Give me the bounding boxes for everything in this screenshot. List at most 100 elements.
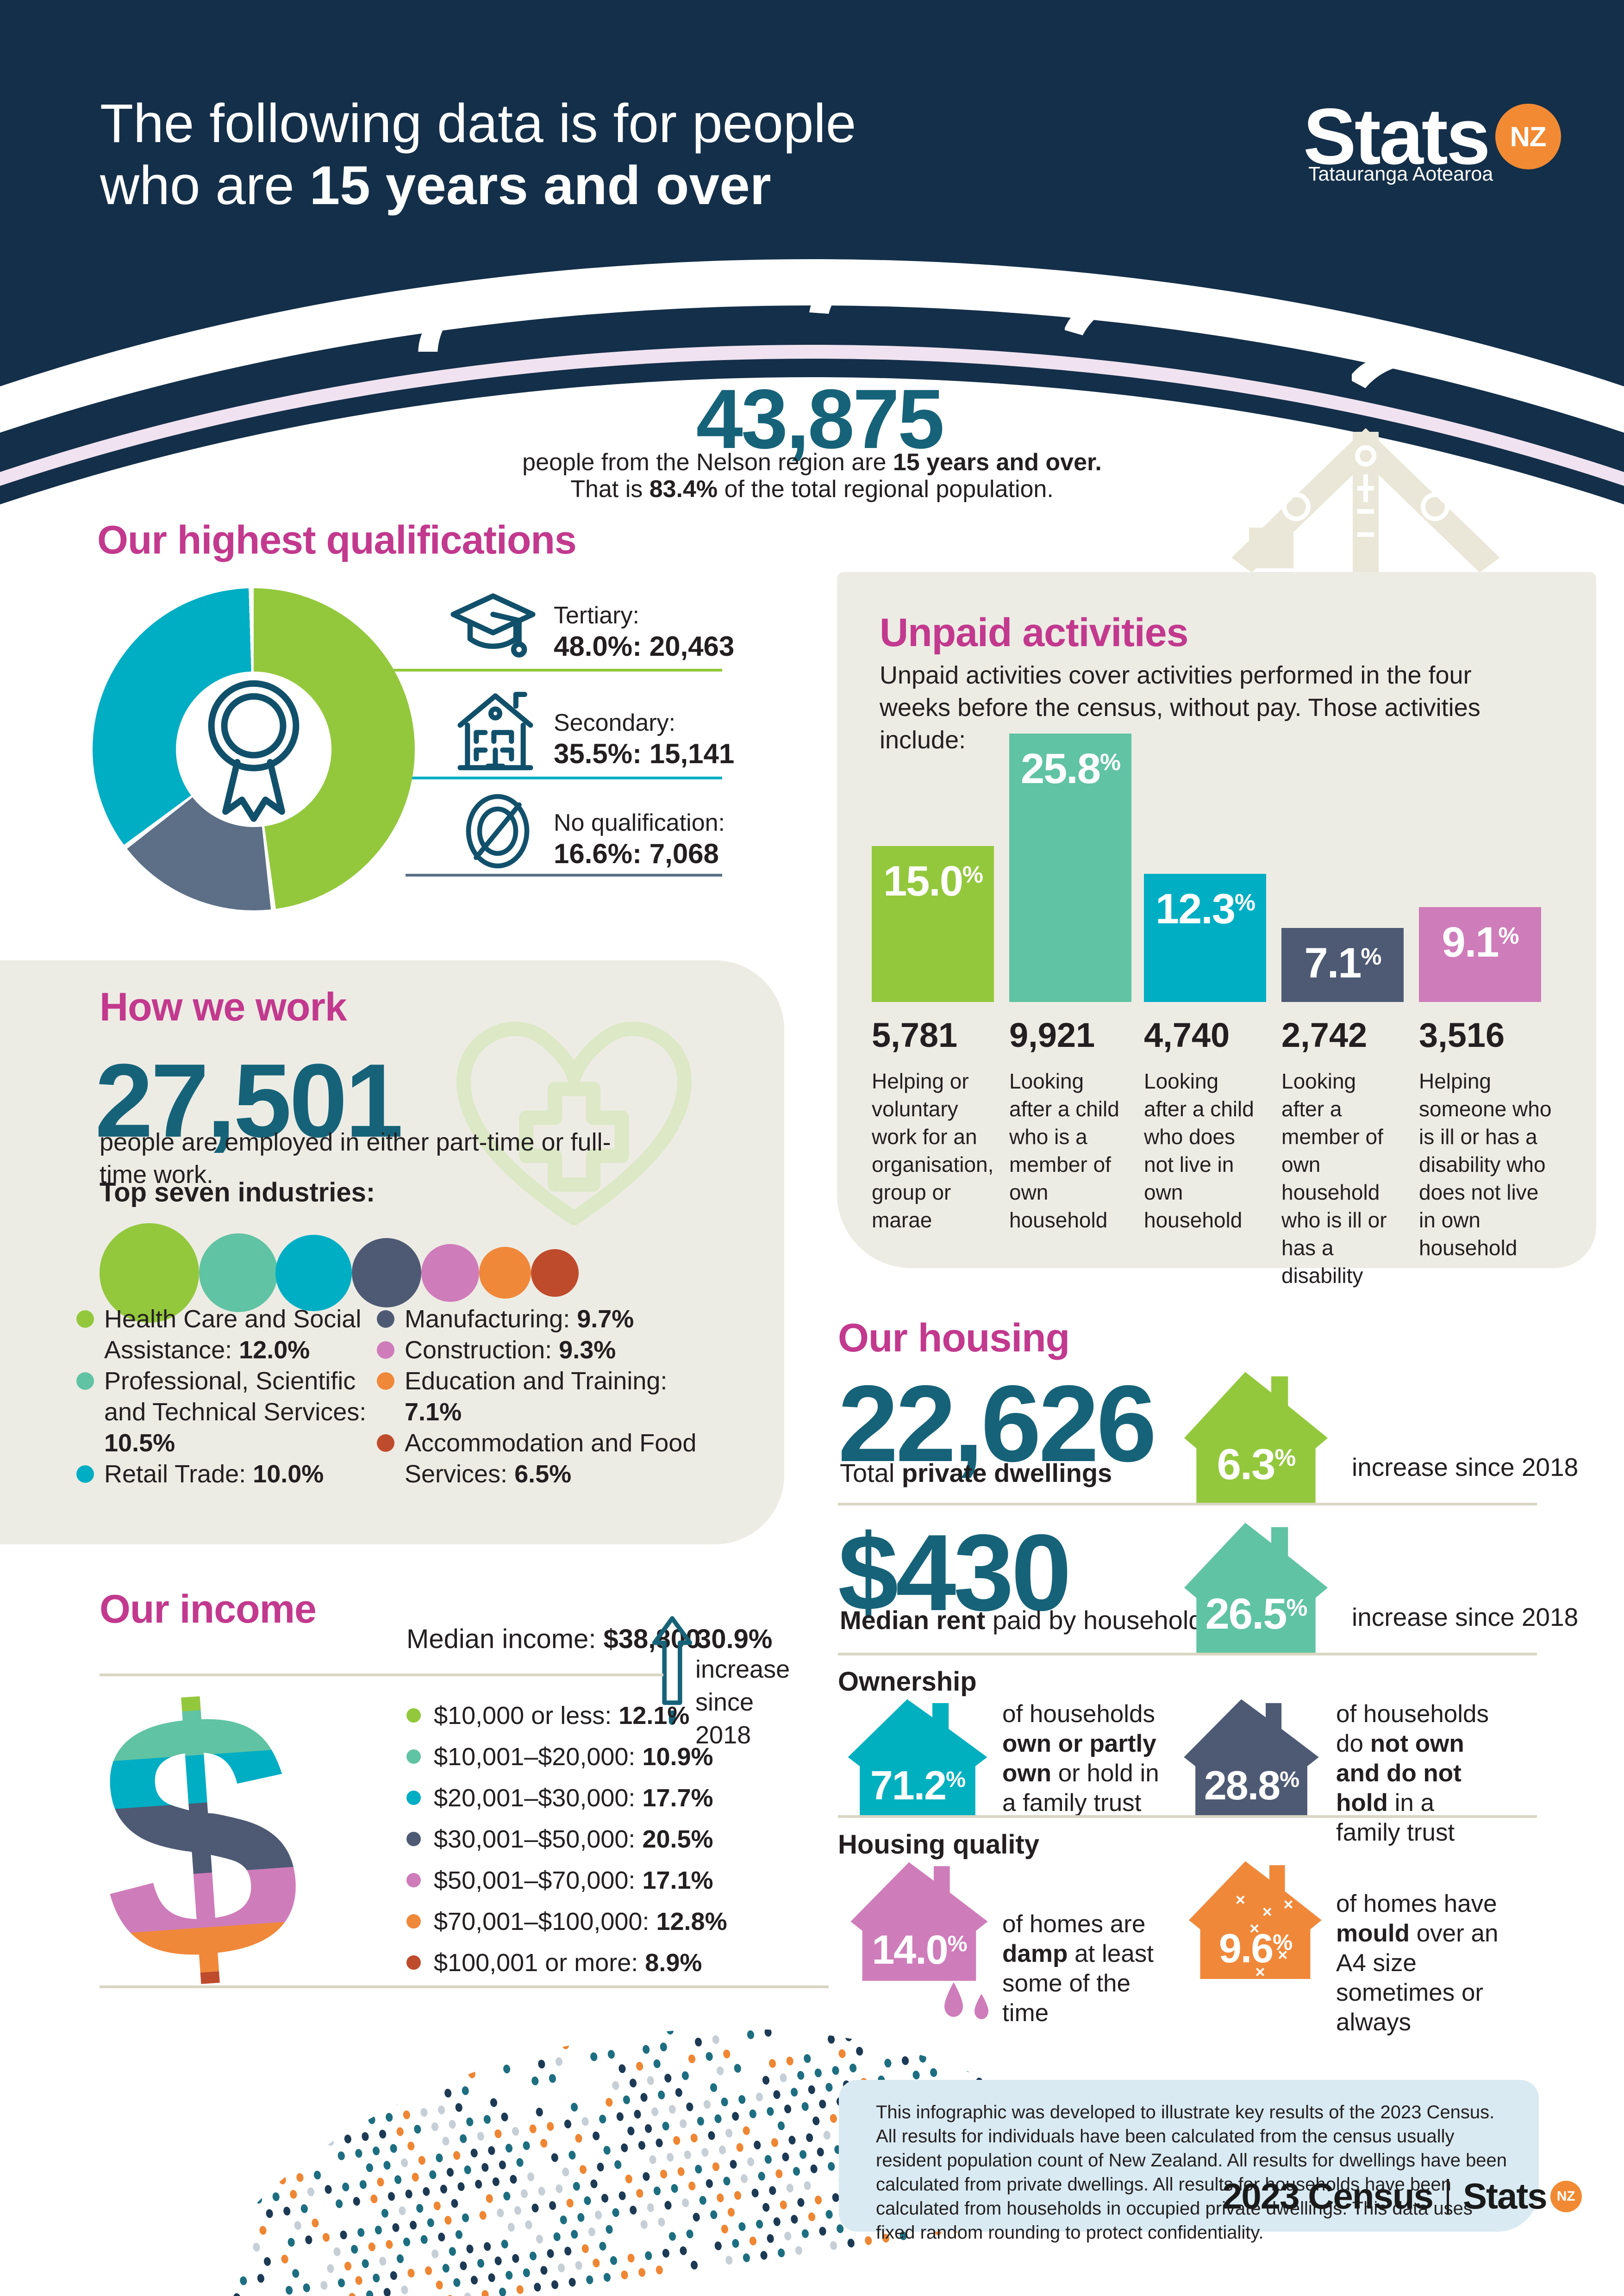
decor-dot (370, 2067, 378, 2077)
decor-dot (374, 2098, 382, 2108)
decor-dot (664, 2200, 672, 2210)
bracket-dot (406, 1791, 421, 1805)
decor-dot (999, 2058, 1007, 2068)
bar-category-label: Helping or voluntary work for an organis… (872, 1069, 994, 1232)
decor-dot (849, 2063, 857, 2073)
footer-nz-text: NZ (1556, 2188, 1575, 2204)
bar-value-label: 7.1% (1304, 940, 1382, 987)
decor-dot (252, 2242, 260, 2252)
decor-dot (790, 2215, 798, 2224)
logo-nz-text: NZ (1510, 121, 1547, 152)
decor-dot (816, 2020, 824, 2030)
decor-dot (559, 2215, 567, 2225)
decor-dot (995, 2027, 1003, 2036)
decor-dot (449, 2246, 456, 2256)
decor-dot (773, 2217, 781, 2227)
industry-bubble-retail (275, 1235, 352, 1311)
decor-dot (838, 2049, 846, 2059)
income-bracket-row: $50,001–$70,000: 17.1% (406, 1860, 727, 1901)
decor-dot (620, 2270, 628, 2280)
legend-dot (377, 1310, 394, 1328)
decor-dot (226, 2183, 234, 2192)
decor-dot (583, 2196, 591, 2206)
graduation-cap-icon (447, 591, 539, 670)
decor-dot (553, 2232, 561, 2241)
decor-dot (455, 2103, 462, 2112)
decor-dot (618, 2064, 626, 2073)
decor-dot (914, 2022, 922, 2032)
footer-nz-circle-icon: NZ (1550, 2180, 1582, 2212)
unpaid-description: Unpaid activities cover activities perfo… (880, 661, 1480, 754)
decor-dot (335, 2072, 343, 2082)
decor-dot (831, 2066, 839, 2075)
decor-dot (679, 2119, 687, 2128)
decor-dot (633, 2109, 641, 2119)
decor-dot (703, 2100, 711, 2109)
decor-dot (568, 2023, 576, 2033)
decor-dot (827, 2162, 835, 2172)
decor-dot (725, 2255, 733, 2265)
industry-bubble-construction (421, 1244, 479, 1302)
legend-label: Health Care and Social Assistance: 12.0% (104, 1305, 362, 1364)
legend-item: Manufacturing: 9.7% (377, 1304, 701, 1335)
decor-dot (590, 2052, 598, 2062)
legend-label: Professional, Scientific and Technical S… (104, 1367, 367, 1457)
decor-dot (546, 2122, 554, 2131)
decor-dot (435, 2153, 443, 2163)
decor-dot (549, 2073, 556, 2083)
decor-dot (836, 2224, 844, 2234)
decor-dot (893, 1993, 900, 2003)
dwellings-increase-pct: 6.3% (1217, 1439, 1296, 1488)
decor-dot (660, 2042, 668, 2052)
how-we-work-panel: How we work 27,501 people are employed i… (0, 960, 784, 1544)
decor-dot (564, 2246, 572, 2256)
decor-dot (590, 2179, 598, 2189)
increase-arrow-icon (652, 1616, 693, 1725)
decor-dot (385, 2112, 393, 2122)
decor-dot (901, 2056, 909, 2066)
decor-dot (481, 2163, 489, 2172)
damp-text: of homes are damp at least some of the t… (1002, 1910, 1154, 2027)
bracket-label: $100,001 or more: 8.9% (434, 1948, 702, 1977)
decor-dot (463, 2165, 471, 2175)
decor-dot (298, 2125, 306, 2134)
rent-increase-pct: 26.5% (1205, 1589, 1308, 1638)
housing-divider (838, 1815, 1537, 1818)
decor-dot (596, 2162, 604, 2172)
no-qualification-value: 16.6%: 7,068 (554, 838, 719, 869)
ownership-heading: Ownership (838, 1667, 977, 1697)
decor-dot (470, 2148, 478, 2158)
dollar-sign-graphic: $ (88, 1661, 311, 2004)
decor-dot (738, 2222, 746, 2232)
decor-dot (390, 2271, 398, 2280)
decor-dot (550, 2026, 558, 2035)
decor-dot (823, 2130, 831, 2140)
decor-dot (516, 2158, 524, 2167)
industry-bubble-manufacturing (352, 1238, 421, 1307)
qualifications-title: Our highest qualifications (97, 518, 577, 562)
decor-dot (834, 2018, 842, 2028)
own-pct: 71.2% (870, 1762, 966, 1808)
decor-dot (257, 2273, 265, 2283)
decor-dot (562, 2167, 569, 2177)
decor-dot (500, 2112, 508, 2122)
decor-dot (757, 2172, 765, 2181)
bar-voluntary-work: 15.0% (872, 846, 994, 1002)
decor-dot (499, 2160, 506, 2170)
decor-dot (514, 2206, 522, 2215)
legend-dot (76, 1465, 94, 1483)
decor-dot (868, 2013, 876, 2022)
bar-child-other-household: 12.3% (1144, 874, 1266, 1002)
bar-ill-person-other: 9.1% (1419, 907, 1541, 1002)
decor-dot (818, 2099, 826, 2109)
decor-dot (599, 2114, 606, 2124)
bar-count: 3,516 (1419, 1016, 1505, 1054)
decor-dot (487, 2273, 495, 2283)
mould-mark-icon: × (1262, 1902, 1272, 1921)
decor-dot (720, 2097, 728, 2107)
decor-dot (675, 2088, 683, 2097)
decor-dot (690, 2260, 698, 2270)
decor-dot (808, 2212, 816, 2221)
legend-label: Manufacturing: 9.7% (405, 1305, 634, 1333)
decor-dot (370, 2194, 378, 2204)
